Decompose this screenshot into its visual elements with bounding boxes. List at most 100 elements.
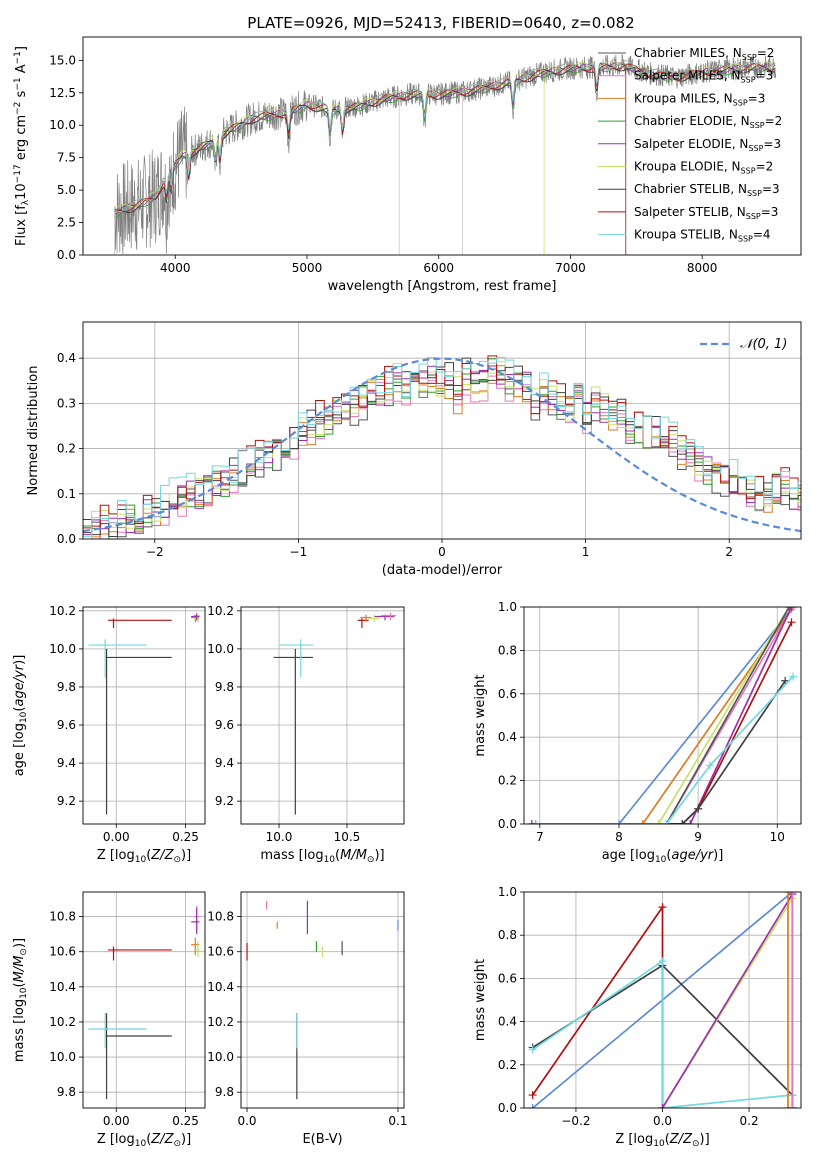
y-tick-label: 0.3 (57, 396, 76, 410)
plot-area (83, 892, 205, 1108)
x-tick-label: 5000 (292, 261, 323, 275)
y-tick-label: 15.0 (49, 53, 76, 67)
y-tick-label: 10.2 (207, 604, 234, 618)
x-tick-label: 10 (770, 830, 785, 844)
axes-frame (82, 891, 206, 1109)
axes-frame (240, 606, 405, 825)
plot-area (524, 607, 801, 824)
y-tick-label: 0.4 (498, 1015, 517, 1029)
x-tick-label: 1 (582, 545, 590, 559)
series-marker-kroupa_miles (784, 892, 793, 896)
plot-area (241, 892, 404, 1108)
series-marker-salpeter_stelib (658, 903, 667, 912)
series-marker-kroupa_stelib (531, 820, 540, 824)
x-axis-label: age [log10(age/yr)] (602, 848, 724, 865)
series-marker-normal (528, 1104, 537, 1108)
y-tick-label: 0.2 (57, 442, 76, 456)
series-line-salpeter_elodie (531, 607, 793, 824)
y-tick-label: 0.0 (57, 532, 76, 546)
legend-entry-chabrier_elodie: Chabrier ELODIE, NSSP=2 (634, 114, 782, 130)
x-axis-label: mass [log10(M/M⊙)] (260, 848, 384, 865)
y-axis-label: mass [log10(M/M⊙)] (12, 938, 29, 1062)
axes-frame (82, 321, 802, 540)
series-line-kroupa_stelib (532, 959, 793, 1108)
plot-area (83, 322, 801, 539)
chart-mass_vs_ebv: 0.0 0.1 9.8 10.0 10.2 10.4 10.6 10.8 E(B-V) (207, 891, 408, 1147)
histogram-kroupa_stelib (83, 357, 801, 539)
legend-entry-kroupa_miles: Kroupa MILES, NSSP=3 (634, 91, 765, 107)
series-marker-chabrier_miles (785, 607, 794, 611)
legend-entry-kroupa_stelib: Kroupa STELIB, NSSP=4 (634, 228, 771, 244)
chart-age_vs_Z: 0.00 0.25 9.2 9.4 9.6 9.8 10.0 10.2 Z [log10(Z/Z… (12, 604, 206, 865)
y-tick-label: 10.6 (49, 945, 76, 959)
chart-mass_weight_vs_age: 7 8 9 10 0.0 0.2 0.4 0.6 0.8 1.0 age [log10(age/yr… (473, 600, 802, 865)
y-tick-label: 0.2 (498, 1058, 517, 1072)
y-axis-label: age [log10(age/yr)] (12, 655, 29, 777)
chart-spectrum: 4000 5000 6000 7000 8000 0.0 2.5 5.0 7.5 10.0 12.5… (13, 36, 802, 294)
x-axis-label: wavelength [Angstrom, rest frame] (328, 279, 557, 294)
series-marker-salpeter_elodie (787, 607, 796, 611)
histogram-kroupa_elodie (83, 361, 801, 539)
series-marker-kroupa_miles (638, 820, 647, 824)
y-tick-label: 9.8 (215, 680, 234, 694)
legend-entry-salpeter_stelib: Salpeter STELIB, NSSP=3 (634, 205, 778, 221)
x-tick-label: −0.2 (561, 1114, 590, 1128)
y-tick-label: 1.0 (498, 600, 517, 614)
spectrum-legend: Chabrier MILES, NSSP=2 Salpeter MILES, NS… (598, 46, 782, 244)
x-tick-label: 8000 (687, 261, 718, 275)
series-marker-kroupa_stelib (789, 672, 798, 681)
x-tick-label: 0.2 (740, 1114, 759, 1128)
y-tick-label: 10.6 (207, 945, 234, 959)
series-marker-kroupa_stelib (658, 957, 667, 966)
x-axis-label: (data-model)/error (382, 563, 503, 578)
x-tick-label: 8 (615, 830, 623, 844)
x-tick-label: 0.25 (172, 1114, 199, 1128)
histogram-chabrier_stelib (83, 357, 801, 539)
y-tick-label: 10.2 (49, 604, 76, 618)
x-axis-label: Z [log10(Z/Z⊙)] (615, 1132, 709, 1149)
y-tick-label: 9.8 (215, 1085, 234, 1099)
y-tick-label: 0.8 (498, 643, 517, 657)
legend-entry-salpeter_elodie: Salpeter ELODIE, NSSP=3 (634, 137, 781, 153)
legend-entry-normal: 𝒩(0, 1) (740, 337, 787, 352)
y-tick-label: 0.0 (57, 248, 76, 262)
plot-area (524, 892, 801, 1108)
x-tick-label: −1 (290, 545, 308, 559)
histogram-salpeter_stelib (83, 355, 801, 539)
y-tick-label: 10.2 (49, 1015, 76, 1029)
y-tick-label: 10.0 (49, 642, 76, 656)
legend-entry-chabrier_stelib: Chabrier STELIB, NSSP=3 (634, 182, 780, 198)
series-marker-salpeter_elodie (527, 820, 536, 824)
axes-frame (82, 606, 206, 825)
y-tick-label: 0.1 (57, 487, 76, 501)
y-axis-label: Normed distribution (26, 366, 41, 496)
y-tick-label: 10.0 (207, 1050, 234, 1064)
series-marker-kroupa_stelib (705, 761, 714, 770)
x-tick-label: 0.0 (237, 1114, 256, 1128)
series-marker-kroupa_stelib (528, 1045, 537, 1054)
y-tick-label: 12.5 (49, 86, 76, 100)
x-tick-label: 7 (536, 830, 544, 844)
y-tick-label: 0.0 (498, 817, 517, 831)
chart-mass_weight_vs_Z: −0.2 0.0 0.2 0.0 0.2 0.4 0.6 0.8 1.0 Z [log10(Z/Z… (473, 885, 802, 1149)
y-tick-label: 10.0 (49, 1050, 76, 1064)
x-axis-label: Z [log10(Z/Z⊙)] (97, 848, 191, 865)
y-axis-label: mass weight (473, 674, 488, 756)
series-marker-salpeter_elodie (658, 1104, 667, 1108)
x-tick-label: 6000 (423, 261, 454, 275)
x-tick-label: 7000 (555, 261, 586, 275)
series-marker-kroupa_miles (784, 1104, 793, 1108)
figure-title: PLATE=0926, MJD=52413, FIBERID=0640, z=0… (247, 14, 634, 32)
x-tick-label: 0.0 (653, 1114, 672, 1128)
axes-frame (523, 606, 802, 825)
x-tick-label: 0.00 (103, 830, 130, 844)
y-axis-label: Flux [fλ10−17 erg cm−2 s−1 A−1] (13, 46, 31, 246)
model-line-kroupa_stelib (114, 60, 776, 212)
series-line-kroupa_stelib (535, 675, 794, 824)
y-tick-label: 10.0 (207, 642, 234, 656)
x-tick-label: 0 (438, 545, 446, 559)
plot-area (114, 54, 777, 255)
series-marker-salpeter_elodie (686, 820, 695, 824)
series-marker-chabrier_stelib (678, 820, 687, 824)
